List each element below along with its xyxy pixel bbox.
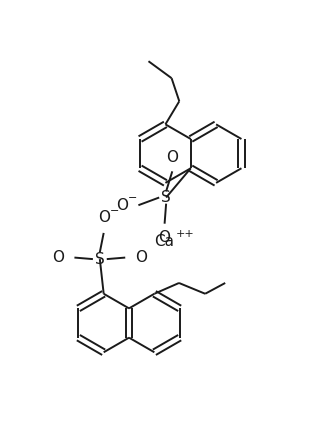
Text: O: O — [166, 150, 178, 165]
Text: O: O — [159, 230, 170, 245]
Text: S: S — [161, 190, 171, 205]
Text: O: O — [52, 250, 64, 265]
Text: O: O — [98, 210, 110, 225]
Text: −: − — [110, 206, 119, 216]
Text: −: − — [128, 193, 137, 202]
Text: O: O — [135, 250, 148, 265]
Text: O: O — [116, 198, 128, 213]
Text: ++: ++ — [175, 230, 194, 240]
Text: S: S — [95, 252, 105, 267]
Text: Ca: Ca — [155, 234, 175, 249]
